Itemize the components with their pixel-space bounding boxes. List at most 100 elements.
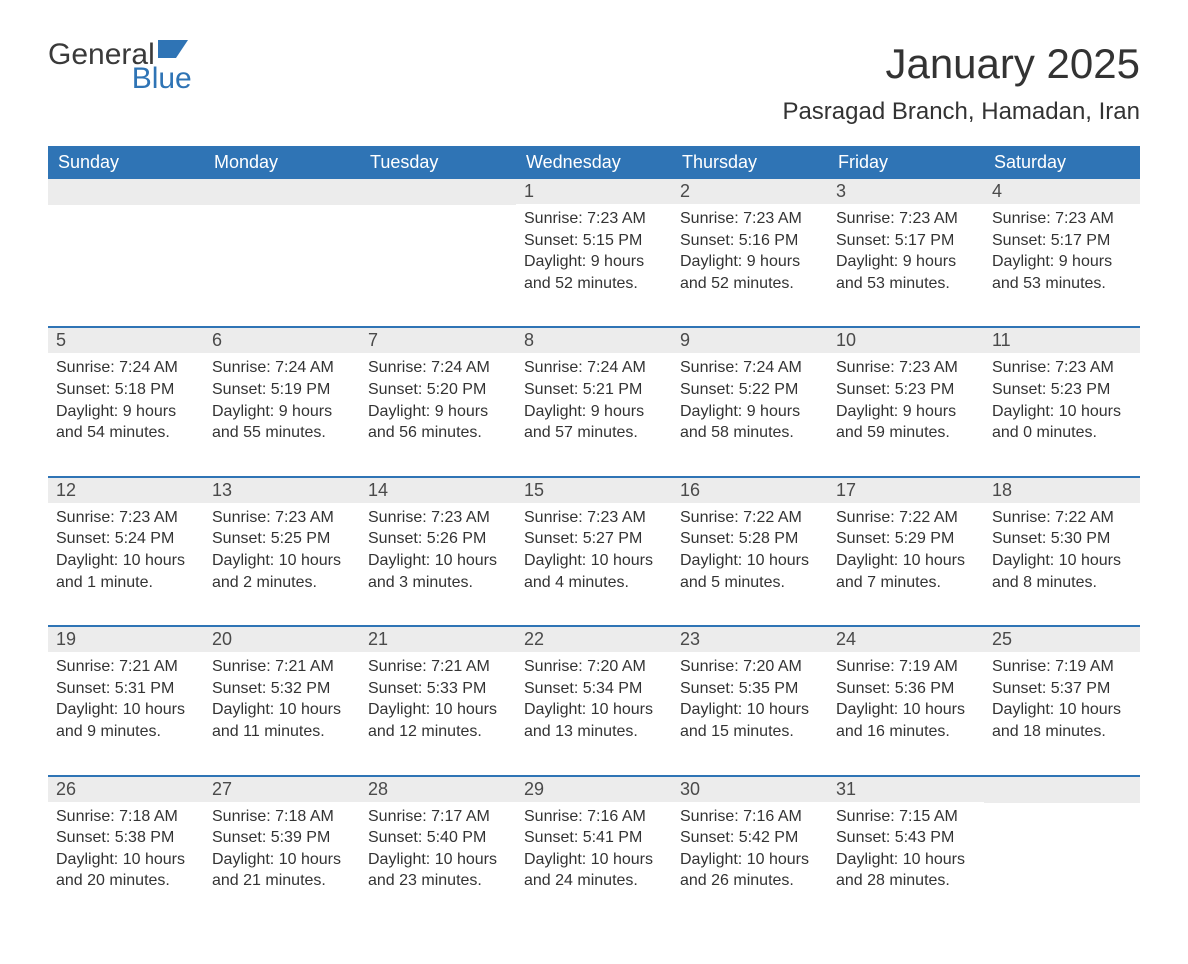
sunrise-text: Sunrise: 7:20 AM <box>524 656 664 678</box>
day-number: 5 <box>48 328 204 353</box>
calendar-cell: 26Sunrise: 7:18 AMSunset: 5:38 PMDayligh… <box>48 776 204 924</box>
day-body: Sunrise: 7:23 AMSunset: 5:24 PMDaylight:… <box>48 503 204 625</box>
day-number: 22 <box>516 627 672 652</box>
sunset-text: Sunset: 5:36 PM <box>836 678 976 700</box>
sunset-text: Sunset: 5:30 PM <box>992 528 1132 550</box>
day-number: 16 <box>672 478 828 503</box>
calendar-cell: 4Sunrise: 7:23 AMSunset: 5:17 PMDaylight… <box>984 179 1140 327</box>
day-number: 19 <box>48 627 204 652</box>
calendar-cell <box>984 776 1140 924</box>
sunrise-text: Sunrise: 7:21 AM <box>212 656 352 678</box>
daylight-text-2: and 5 minutes. <box>680 572 820 594</box>
calendar-cell: 7Sunrise: 7:24 AMSunset: 5:20 PMDaylight… <box>360 327 516 476</box>
calendar-cell: 8Sunrise: 7:24 AMSunset: 5:21 PMDaylight… <box>516 327 672 476</box>
day-number <box>204 179 360 205</box>
calendar-week-row: 19Sunrise: 7:21 AMSunset: 5:31 PMDayligh… <box>48 626 1140 775</box>
daylight-text-2: and 9 minutes. <box>56 721 196 743</box>
day-body <box>48 205 204 315</box>
calendar-cell: 12Sunrise: 7:23 AMSunset: 5:24 PMDayligh… <box>48 477 204 626</box>
calendar-cell: 27Sunrise: 7:18 AMSunset: 5:39 PMDayligh… <box>204 776 360 924</box>
weekday-header: Monday <box>204 146 360 179</box>
sunset-text: Sunset: 5:15 PM <box>524 230 664 252</box>
sunrise-text: Sunrise: 7:22 AM <box>992 507 1132 529</box>
daylight-text-2: and 7 minutes. <box>836 572 976 594</box>
day-body: Sunrise: 7:24 AMSunset: 5:20 PMDaylight:… <box>360 353 516 475</box>
sunrise-text: Sunrise: 7:15 AM <box>836 806 976 828</box>
sunset-text: Sunset: 5:27 PM <box>524 528 664 550</box>
calendar-cell: 24Sunrise: 7:19 AMSunset: 5:36 PMDayligh… <box>828 626 984 775</box>
daylight-text-2: and 28 minutes. <box>836 870 976 892</box>
sunrise-text: Sunrise: 7:18 AM <box>56 806 196 828</box>
day-number: 4 <box>984 179 1140 204</box>
sunset-text: Sunset: 5:34 PM <box>524 678 664 700</box>
daylight-text-2: and 23 minutes. <box>368 870 508 892</box>
daylight-text-1: Daylight: 9 hours <box>212 401 352 423</box>
day-body: Sunrise: 7:23 AMSunset: 5:17 PMDaylight:… <box>984 204 1140 326</box>
daylight-text-2: and 20 minutes. <box>56 870 196 892</box>
day-number <box>360 179 516 205</box>
day-body <box>984 803 1140 913</box>
daylight-text-2: and 4 minutes. <box>524 572 664 594</box>
daylight-text-2: and 59 minutes. <box>836 422 976 444</box>
day-body: Sunrise: 7:22 AMSunset: 5:29 PMDaylight:… <box>828 503 984 625</box>
day-body: Sunrise: 7:19 AMSunset: 5:36 PMDaylight:… <box>828 652 984 774</box>
sunrise-text: Sunrise: 7:22 AM <box>680 507 820 529</box>
daylight-text-2: and 55 minutes. <box>212 422 352 444</box>
day-number: 14 <box>360 478 516 503</box>
day-body: Sunrise: 7:17 AMSunset: 5:40 PMDaylight:… <box>360 802 516 924</box>
daylight-text-2: and 18 minutes. <box>992 721 1132 743</box>
sunrise-text: Sunrise: 7:16 AM <box>680 806 820 828</box>
sunset-text: Sunset: 5:16 PM <box>680 230 820 252</box>
sunset-text: Sunset: 5:42 PM <box>680 827 820 849</box>
calendar-cell: 5Sunrise: 7:24 AMSunset: 5:18 PMDaylight… <box>48 327 204 476</box>
day-number: 27 <box>204 777 360 802</box>
sunset-text: Sunset: 5:35 PM <box>680 678 820 700</box>
calendar-table: Sunday Monday Tuesday Wednesday Thursday… <box>48 146 1140 924</box>
day-body: Sunrise: 7:20 AMSunset: 5:34 PMDaylight:… <box>516 652 672 774</box>
sunset-text: Sunset: 5:20 PM <box>368 379 508 401</box>
sunset-text: Sunset: 5:29 PM <box>836 528 976 550</box>
daylight-text-1: Daylight: 10 hours <box>836 699 976 721</box>
day-number: 11 <box>984 328 1140 353</box>
day-body: Sunrise: 7:22 AMSunset: 5:30 PMDaylight:… <box>984 503 1140 625</box>
day-body: Sunrise: 7:19 AMSunset: 5:37 PMDaylight:… <box>984 652 1140 774</box>
daylight-text-2: and 21 minutes. <box>212 870 352 892</box>
weekday-header: Sunday <box>48 146 204 179</box>
calendar-cell: 30Sunrise: 7:16 AMSunset: 5:42 PMDayligh… <box>672 776 828 924</box>
sunset-text: Sunset: 5:39 PM <box>212 827 352 849</box>
daylight-text-1: Daylight: 9 hours <box>56 401 196 423</box>
sunrise-text: Sunrise: 7:23 AM <box>992 357 1132 379</box>
daylight-text-2: and 16 minutes. <box>836 721 976 743</box>
day-body: Sunrise: 7:18 AMSunset: 5:38 PMDaylight:… <box>48 802 204 924</box>
sunrise-text: Sunrise: 7:19 AM <box>992 656 1132 678</box>
month-title: January 2025 <box>782 40 1140 88</box>
day-body: Sunrise: 7:21 AMSunset: 5:31 PMDaylight:… <box>48 652 204 774</box>
calendar-cell: 3Sunrise: 7:23 AMSunset: 5:17 PMDaylight… <box>828 179 984 327</box>
daylight-text-1: Daylight: 9 hours <box>524 251 664 273</box>
daylight-text-1: Daylight: 9 hours <box>836 401 976 423</box>
daylight-text-2: and 2 minutes. <box>212 572 352 594</box>
daylight-text-1: Daylight: 10 hours <box>368 699 508 721</box>
sunrise-text: Sunrise: 7:23 AM <box>992 208 1132 230</box>
weekday-header: Saturday <box>984 146 1140 179</box>
day-number: 6 <box>204 328 360 353</box>
day-number: 25 <box>984 627 1140 652</box>
calendar-cell: 10Sunrise: 7:23 AMSunset: 5:23 PMDayligh… <box>828 327 984 476</box>
day-number: 1 <box>516 179 672 204</box>
daylight-text-2: and 56 minutes. <box>368 422 508 444</box>
day-number: 17 <box>828 478 984 503</box>
sunset-text: Sunset: 5:40 PM <box>368 827 508 849</box>
day-number: 21 <box>360 627 516 652</box>
daylight-text-1: Daylight: 9 hours <box>680 401 820 423</box>
calendar-week-row: 1 Sunrise: 7:23 AM Sunset: 5:15 PMDaylight… <box>48 179 1140 327</box>
calendar-cell: 14Sunrise: 7:23 AMSunset: 5:26 PMDayligh… <box>360 477 516 626</box>
sunset-text: Sunset: 5:26 PM <box>368 528 508 550</box>
sunset-text: Sunset: 5:31 PM <box>56 678 196 700</box>
calendar-cell: 2Sunrise: 7:23 AMSunset: 5:16 PMDaylight… <box>672 179 828 327</box>
calendar-cell: 22Sunrise: 7:20 AMSunset: 5:34 PMDayligh… <box>516 626 672 775</box>
weekday-header: Friday <box>828 146 984 179</box>
sunset-text: Sunset: 5:18 PM <box>56 379 196 401</box>
sunset-text: Sunset: 5:33 PM <box>368 678 508 700</box>
daylight-text-1: Daylight: 10 hours <box>212 550 352 572</box>
title-block: January 2025 Pasragad Branch, Hamadan, I… <box>782 40 1140 138</box>
